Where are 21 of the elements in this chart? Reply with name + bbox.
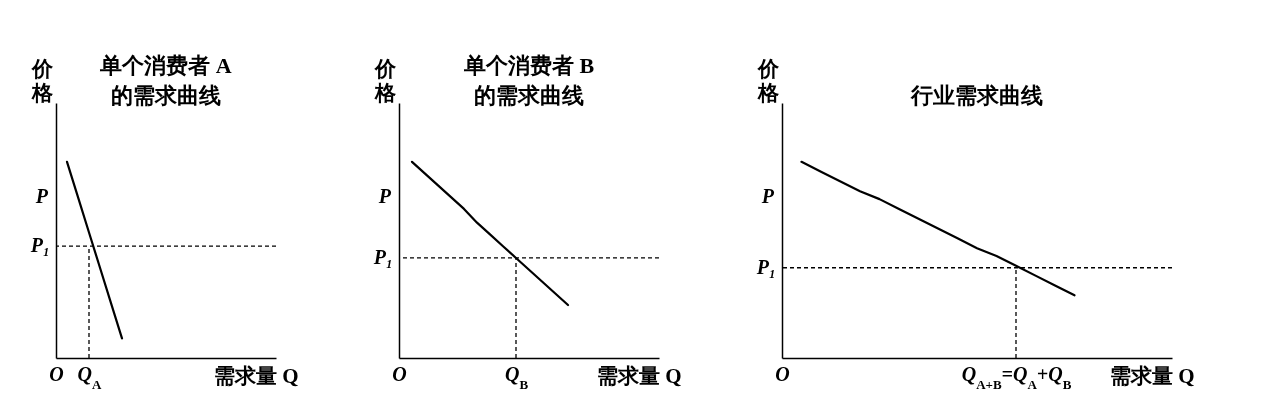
chart-title: 单个消费者 A 的需求曲线 — [99, 53, 232, 108]
ref-line-label: P₁ — [29, 234, 50, 257]
x-tick-label: Q$_{A+B}$=Q$_{A}$+Q$_{B}$ — [961, 362, 1072, 391]
ref-line-label: P₁ — [372, 245, 393, 268]
x-tick-label: O — [775, 362, 790, 385]
x-axis-title: 需求量 Q — [596, 363, 682, 388]
x-axis-title: 需求量 Q — [213, 363, 299, 388]
chart-title: 行业需求曲线 — [910, 83, 1043, 108]
x-tick-label: Q$_{A}$ — [77, 362, 103, 391]
x-tick-label: O — [49, 362, 64, 385]
x-tick-label: O — [392, 362, 407, 385]
text: P — [34, 185, 49, 208]
y-axis-title: 价格 — [373, 56, 397, 105]
chart-title: 单个消费者 B 的需求曲线 — [462, 53, 595, 108]
y-axis-title: 价格 — [756, 56, 780, 105]
text: P — [377, 185, 392, 208]
ref-line-label: P₁ — [755, 255, 776, 278]
x-axis-title: 需求量 Q — [1109, 363, 1195, 388]
x-tick-label: Q$_{B}$ — [504, 362, 529, 391]
y-axis-title: 价格 — [30, 56, 54, 105]
text: P — [760, 185, 775, 208]
